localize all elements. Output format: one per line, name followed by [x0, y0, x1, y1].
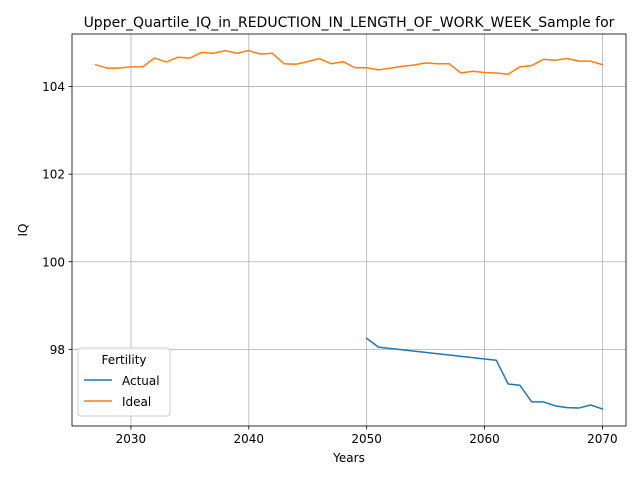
plot-frame — [71, 33, 627, 427]
y-tick-label: 98 — [50, 343, 65, 357]
y-tick-label: 100 — [42, 255, 65, 269]
x-axis-label: Years — [332, 451, 365, 465]
x-axis-ticks: 2030 2040 2050 2060 2070 — [116, 426, 618, 446]
legend: Fertility Actual Ideal — [77, 347, 171, 417]
x-tick-label: 2060 — [469, 432, 500, 446]
x-tick-label: 2040 — [234, 432, 265, 446]
x-tick-label: 2070 — [587, 432, 618, 446]
chart-title: Upper_Quartile_IQ_in_REDUCTION_IN_LENGTH… — [84, 15, 615, 31]
y-tick-label: 102 — [42, 168, 65, 182]
y-tick-label: 104 — [42, 80, 65, 94]
series-line-ideal — [94, 49, 604, 76]
legend-frame — [77, 347, 171, 417]
series-lines — [94, 49, 604, 410]
y-axis-ticks: 98 100 102 104 — [42, 80, 72, 357]
legend-label-ideal: Ideal — [122, 395, 151, 409]
legend-label-actual: Actual — [122, 374, 160, 388]
x-tick-label: 2030 — [116, 432, 147, 446]
legend-title: Fertility — [101, 353, 146, 367]
series-line-actual — [365, 337, 604, 410]
x-tick-label: 2050 — [351, 432, 382, 446]
y-axis-label: IQ — [16, 224, 30, 237]
